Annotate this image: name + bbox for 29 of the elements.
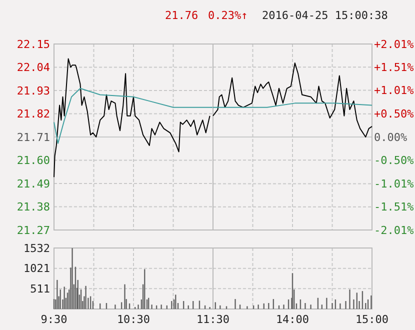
y-tick-label: 22.15 xyxy=(16,38,50,51)
text: 2016-04-25 15:00:38 xyxy=(262,9,388,22)
y-tick-label: 1021 xyxy=(24,262,50,276)
y-tick-label: 511 xyxy=(30,282,50,296)
y2-tick-label: -0.50% xyxy=(374,154,414,167)
y2-tick-label: 0.00% xyxy=(374,130,408,144)
text: 0.23%↑ xyxy=(208,9,248,22)
y-tick-label: 21.60 xyxy=(16,154,50,168)
x-tick-label: 10:30 xyxy=(116,313,150,326)
y-tick-label: 1532 xyxy=(24,242,50,255)
text: 21.76 xyxy=(165,9,198,22)
y-tick-label: 21.71 xyxy=(16,130,50,144)
y-tick-label: 21.93 xyxy=(16,84,50,98)
y-tick-label: 22.04 xyxy=(16,61,50,74)
y-tick-label: 21.82 xyxy=(16,108,50,121)
x-tick-label: 11:30 xyxy=(196,313,230,326)
y2-tick-label: +1.51% xyxy=(374,60,414,74)
y2-tick-label: -1.51% xyxy=(374,200,414,214)
x-tick-label: 15:00 xyxy=(355,313,389,326)
y-tick-label: 21.49 xyxy=(16,177,50,190)
y2-tick-label: -2.01% xyxy=(374,224,414,237)
y-tick-label: 21.38 xyxy=(16,200,50,214)
y2-tick-label: +2.01% xyxy=(374,38,414,51)
x-tick-label: 14:00 xyxy=(276,313,310,326)
y2-tick-label: -1.01% xyxy=(374,178,414,191)
y-tick-label: 21.27 xyxy=(16,224,50,237)
y2-tick-label: +0.50% xyxy=(374,108,414,121)
x-tick-label: 9:30 xyxy=(40,313,68,326)
y2-tick-label: +1.01% xyxy=(374,84,414,98)
